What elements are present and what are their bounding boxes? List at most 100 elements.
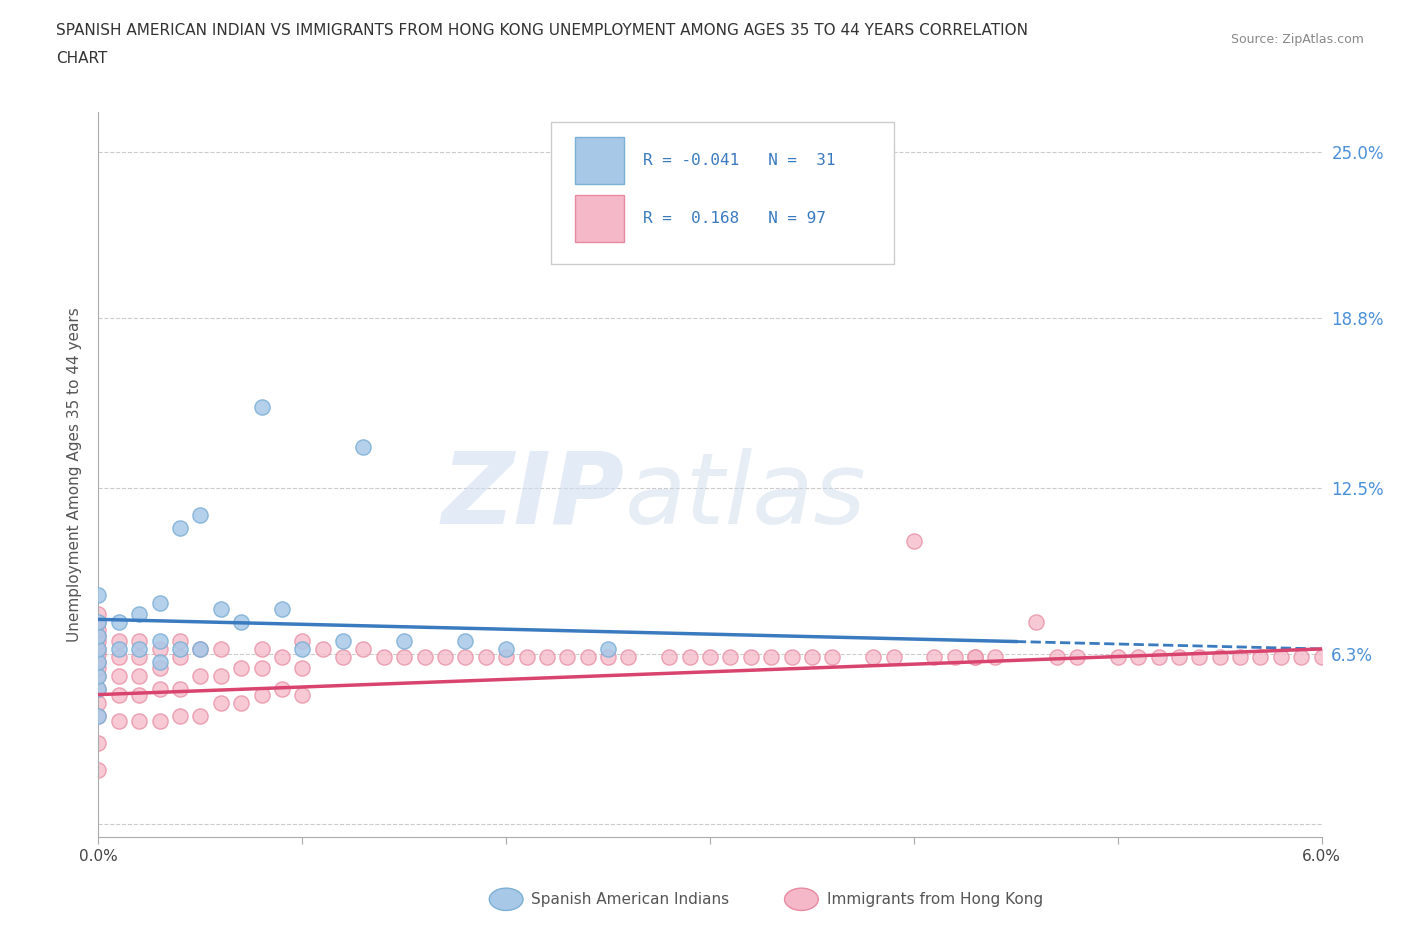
Point <box>373 649 395 664</box>
Point <box>454 633 477 648</box>
Text: Spanish American Indians: Spanish American Indians <box>531 892 730 907</box>
Point <box>576 649 599 664</box>
Point <box>87 615 110 630</box>
Point <box>718 649 742 664</box>
Point <box>332 649 354 664</box>
Point <box>188 642 212 657</box>
Point <box>1208 649 1232 664</box>
Point <box>454 649 477 664</box>
Point <box>1289 649 1312 664</box>
Point <box>149 596 172 611</box>
Point <box>87 655 110 670</box>
Point <box>536 649 558 664</box>
Point <box>128 633 150 648</box>
Point <box>108 687 131 702</box>
Point <box>658 649 681 664</box>
Point <box>108 633 131 648</box>
Point <box>270 682 292 697</box>
Point <box>87 660 110 675</box>
Point <box>128 606 150 621</box>
Point <box>291 642 314 657</box>
Point <box>740 649 762 664</box>
Text: ZIP: ZIP <box>441 447 624 545</box>
Point <box>108 669 131 684</box>
Point <box>149 714 172 729</box>
Point <box>188 507 212 522</box>
Point <box>291 633 314 648</box>
Point <box>311 642 335 657</box>
Bar <box>575 137 624 184</box>
Point <box>332 633 354 648</box>
Point <box>1045 649 1069 664</box>
Point <box>87 655 110 670</box>
Point <box>108 714 131 729</box>
Point <box>169 709 191 724</box>
Point <box>87 628 110 643</box>
Point <box>984 649 1007 664</box>
Point <box>495 649 517 664</box>
Point <box>87 682 110 697</box>
Text: Source: ZipAtlas.com: Source: ZipAtlas.com <box>1230 33 1364 46</box>
Point <box>699 649 721 664</box>
Point <box>149 633 172 648</box>
Y-axis label: Unemployment Among Ages 35 to 44 years: Unemployment Among Ages 35 to 44 years <box>67 307 83 642</box>
Point <box>495 642 517 657</box>
Point <box>188 709 212 724</box>
Point <box>1147 649 1170 664</box>
Point <box>516 649 538 664</box>
Point <box>821 649 844 664</box>
Point <box>108 615 131 630</box>
Point <box>128 649 150 664</box>
Point <box>598 642 620 657</box>
Point <box>149 682 172 697</box>
Point <box>352 642 374 657</box>
Point <box>922 649 945 664</box>
Point <box>87 588 110 603</box>
Point <box>209 669 232 684</box>
Point <box>87 647 110 662</box>
Point <box>87 642 110 657</box>
Point <box>1066 649 1088 664</box>
Point <box>555 649 579 664</box>
Point <box>250 660 273 675</box>
Point <box>250 400 273 415</box>
Point <box>1310 649 1333 664</box>
Point <box>943 649 966 664</box>
Text: R =  0.168   N = 97: R = 0.168 N = 97 <box>643 211 825 226</box>
Point <box>231 696 253 711</box>
Point <box>87 682 110 697</box>
Point <box>963 649 986 664</box>
Point <box>474 649 498 664</box>
Point <box>87 736 110 751</box>
Point <box>231 615 253 630</box>
Point <box>87 623 110 638</box>
Point <box>679 649 702 664</box>
Point <box>270 601 292 616</box>
Point <box>1128 649 1150 664</box>
Point <box>87 633 110 648</box>
Point <box>598 649 620 664</box>
Point <box>87 615 110 630</box>
Point <box>392 649 416 664</box>
Point <box>1249 649 1271 664</box>
Point <box>291 660 314 675</box>
Point <box>250 642 273 657</box>
Point <box>658 225 681 240</box>
Text: atlas: atlas <box>624 447 866 545</box>
Point <box>87 669 110 684</box>
Point <box>149 642 172 657</box>
Bar <box>575 195 624 242</box>
Point <box>209 642 232 657</box>
Point <box>883 649 905 664</box>
Text: SPANISH AMERICAN INDIAN VS IMMIGRANTS FROM HONG KONG UNEMPLOYMENT AMONG AGES 35 : SPANISH AMERICAN INDIAN VS IMMIGRANTS FR… <box>56 23 1028 38</box>
Point <box>801 649 824 664</box>
Point <box>169 521 191 536</box>
Point <box>87 696 110 711</box>
Point <box>169 649 191 664</box>
Point <box>963 649 986 664</box>
Point <box>291 687 314 702</box>
FancyBboxPatch shape <box>551 123 894 264</box>
Point <box>617 649 640 664</box>
Point <box>1270 649 1292 664</box>
Point <box>761 649 783 664</box>
